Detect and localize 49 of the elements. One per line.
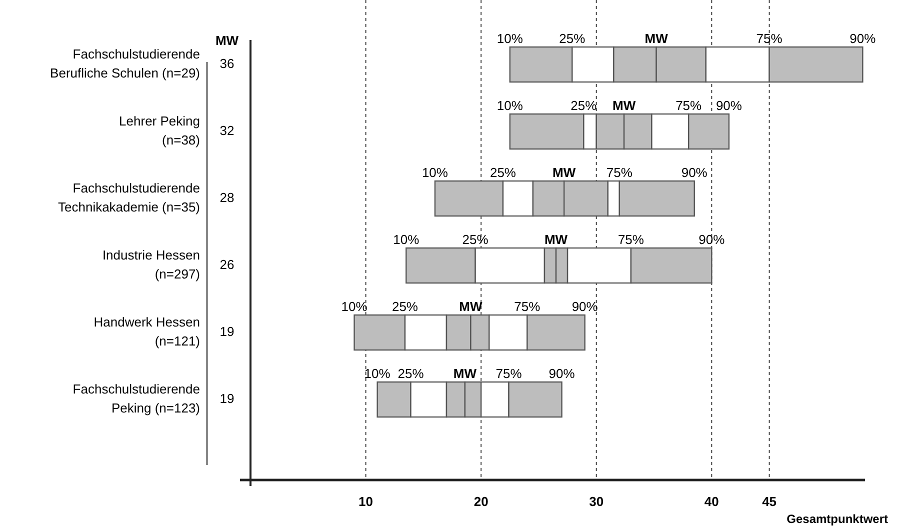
annotation: 75% — [514, 299, 541, 314]
annotation: 25% — [392, 299, 418, 314]
x-tick-label: 40 — [704, 494, 719, 509]
y-tick-label: Fachschulstudierende Berufliche Schulen (n=29) — [50, 46, 200, 81]
annotation: 25% — [570, 98, 598, 113]
text: MW — [215, 33, 240, 48]
annotation: 90% — [698, 232, 726, 247]
annotation: 90% — [572, 299, 598, 314]
x-tick-label: 10 — [358, 494, 374, 509]
text: 28 — [220, 190, 234, 205]
annotation: 25% — [559, 31, 586, 46]
y-tick-label: Handwerk Hessen (n=121) — [94, 314, 200, 349]
text: 32 — [220, 122, 234, 138]
annotation: 90% — [681, 165, 708, 180]
annotation: MW — [544, 232, 568, 247]
text: 19 — [220, 390, 234, 406]
annotation: 75% — [496, 366, 522, 381]
annotation: MW — [552, 165, 576, 180]
annotation: 75% — [676, 98, 702, 113]
annotation: 10% — [422, 165, 448, 180]
annotation: 90% — [548, 366, 576, 381]
x-axis-title: Gesamtpunktwert — [786, 512, 888, 526]
annotation: 25% — [398, 366, 424, 381]
annotation: 75% — [606, 165, 633, 180]
annotation: 75% — [618, 232, 644, 247]
x-tick-label: 45 — [762, 494, 777, 509]
annotation: 10% — [496, 98, 524, 113]
annotation: 10% — [393, 232, 420, 247]
y-tick-label: Industrie Hessen (n=297) — [102, 248, 200, 282]
annotation: MW — [459, 299, 483, 314]
annotation: 90% — [850, 31, 876, 46]
x-tick-label: 20 — [474, 494, 488, 509]
y-tick-label: Fachschulstudierende Technikakademie (n=35) — [58, 180, 200, 215]
annotation: MW — [644, 31, 669, 46]
annotation: 75% — [756, 31, 783, 46]
text: 26 — [220, 256, 234, 272]
annotation: MW — [453, 366, 478, 381]
y-tick-label: Lehrer Peking (n=38) — [119, 114, 200, 148]
annotation: 25% — [462, 232, 489, 247]
annotation: 25% — [490, 165, 516, 180]
y-tick-label: Fachschulstudierende Peking (n=123) — [72, 382, 200, 416]
text: 19 — [220, 324, 234, 339]
annotation: 10% — [496, 31, 524, 46]
x-tick-label: 30 — [589, 494, 604, 509]
annotation: 10% — [341, 299, 368, 314]
annotation: 10% — [364, 366, 391, 381]
annotation: 90% — [716, 98, 742, 113]
annotation: MW — [612, 98, 636, 113]
text: 36 — [220, 56, 234, 71]
